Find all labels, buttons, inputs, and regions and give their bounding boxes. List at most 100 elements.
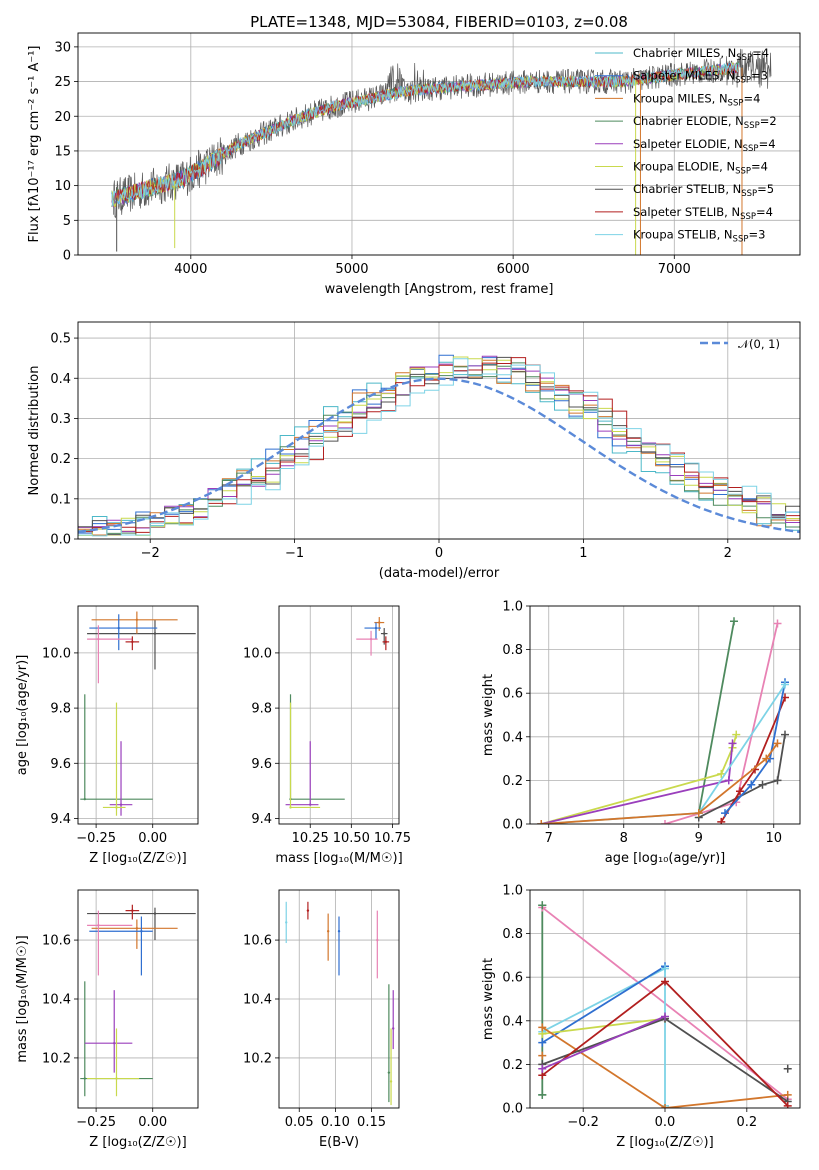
x-axis-label: Z [log₁₀(Z/Z☉)] bbox=[89, 1135, 186, 1150]
y-tick-label: 9.6 bbox=[251, 757, 272, 772]
y-tick-label: 0.2 bbox=[502, 1058, 523, 1073]
weight-series-5 bbox=[541, 1026, 788, 1108]
legend-entry-name: Salpeter ELODIE, N bbox=[633, 137, 743, 151]
legend-entry-value: =3 bbox=[751, 69, 768, 83]
legend-entry-subscript: SSP bbox=[728, 98, 744, 108]
plot-frame bbox=[77, 32, 801, 256]
plus-marker bbox=[783, 1101, 792, 1108]
data-point bbox=[135, 618, 139, 621]
y-tick-label: 10.6 bbox=[243, 934, 272, 949]
data-point bbox=[285, 921, 288, 924]
weight-series-4 bbox=[698, 734, 786, 819]
legend-entry: Salpeter ELODIE, NSSP=4 bbox=[633, 137, 776, 154]
chart-title: PLATE=1348, MJD=53084, FIBERID=0103, z=0… bbox=[250, 13, 628, 31]
y-tick-label: 10.0 bbox=[243, 646, 272, 661]
data-point bbox=[131, 909, 134, 912]
weight-series-8 bbox=[541, 1015, 666, 1070]
y-tick-label: 5 bbox=[63, 214, 71, 229]
y-tick-label: 0.1 bbox=[50, 492, 71, 507]
y-tick-label: 20 bbox=[54, 110, 71, 125]
y-tick-label: 9.4 bbox=[251, 812, 272, 827]
y-tick-label: 9.6 bbox=[50, 757, 71, 772]
data-point bbox=[387, 1071, 391, 1074]
legend-entry-name: Kroupa STELIB, N bbox=[633, 228, 733, 242]
y-tick-label: 10.2 bbox=[243, 1051, 272, 1066]
legend-entry-value: =4 bbox=[751, 160, 768, 174]
y-tick-label: 25 bbox=[54, 75, 71, 90]
legend-entry: Salpeter MILES, NSSP=3 bbox=[633, 69, 768, 86]
plus-marker bbox=[783, 1064, 792, 1073]
data-point bbox=[376, 938, 379, 942]
y-tick-label: 9.4 bbox=[50, 812, 71, 827]
data-point bbox=[383, 632, 386, 635]
plus-marker bbox=[736, 787, 744, 796]
x-axis-label: Z [log₁₀(Z/Z☉)] bbox=[89, 851, 186, 866]
data-point bbox=[119, 803, 123, 806]
data-point bbox=[135, 927, 139, 930]
x-tick-label: 0.2 bbox=[736, 1115, 757, 1130]
plus-marker bbox=[661, 964, 669, 973]
x-tick-label: 9 bbox=[695, 831, 703, 846]
weight-series-6 bbox=[724, 682, 786, 814]
legend-entry: Kroupa MILES, NSSP=4 bbox=[633, 91, 760, 108]
x-tick-label: 6000 bbox=[497, 262, 530, 277]
x-axis-label: wavelength [Angstrom, rest frame] bbox=[325, 282, 554, 297]
normal-reference-curve bbox=[78, 377, 800, 534]
legend-entry-name: Salpeter MILES, N bbox=[633, 69, 735, 83]
data-point bbox=[369, 637, 373, 641]
legend-entry-value: =3 bbox=[748, 228, 765, 242]
y-tick-label: 10.4 bbox=[42, 993, 71, 1008]
y-tick-label: 30 bbox=[54, 40, 71, 55]
weight-series-8 bbox=[541, 742, 779, 824]
data-point bbox=[153, 912, 157, 915]
x-tick-label: 1 bbox=[579, 546, 587, 561]
x-tick-label: 10 bbox=[765, 831, 782, 846]
x-axis-label: (data-model)/error bbox=[379, 566, 500, 581]
data-point bbox=[389, 1080, 393, 1083]
legend-entry-subscript: SSP bbox=[744, 121, 760, 131]
y-tick-label: 10.4 bbox=[243, 993, 272, 1008]
plus-marker bbox=[717, 817, 726, 824]
legend-entry-value: =4 bbox=[759, 137, 776, 151]
x-tick-label: 7 bbox=[545, 831, 553, 846]
legend-entry: Chabrier ELODIE, NSSP=2 bbox=[633, 114, 777, 131]
y-tick-label: 1.0 bbox=[502, 600, 523, 615]
x-tick-label: 0.00 bbox=[138, 1115, 167, 1130]
plus-marker bbox=[762, 754, 771, 763]
legend-entry-subscript: SSP bbox=[733, 235, 749, 245]
data-point bbox=[113, 1041, 116, 1045]
legend-entry-value: =4 bbox=[743, 91, 760, 105]
y-axis-label: Normed distribution bbox=[27, 366, 42, 496]
plus-marker bbox=[730, 617, 738, 626]
data-point bbox=[309, 803, 312, 806]
plot-frame bbox=[529, 605, 801, 825]
y-tick-label: 15 bbox=[54, 144, 71, 159]
legend-entry-subscript: SSP bbox=[735, 167, 751, 177]
x-tick-label: 10.50 bbox=[333, 831, 370, 846]
plot-frame bbox=[77, 321, 801, 540]
legend-entry-value: =5 bbox=[757, 182, 774, 196]
legend-entry-subscript: SSP bbox=[736, 53, 752, 63]
plus-marker bbox=[728, 739, 737, 748]
plus-marker bbox=[538, 901, 547, 910]
x-tick-label: 0 bbox=[435, 546, 443, 561]
legend-entry-name: Kroupa ELODIE, N bbox=[633, 160, 735, 174]
legend-entry: Salpeter STELIB, NSSP=4 bbox=[633, 205, 773, 222]
plot-frame bbox=[529, 889, 801, 1109]
x-axis-label: Z [log₁₀(Z/Z☉)] bbox=[616, 1135, 713, 1150]
legend-entry-name: Salpeter STELIB, N bbox=[633, 205, 740, 219]
y-tick-label: 0.0 bbox=[502, 818, 523, 833]
y-tick-label: 0.5 bbox=[50, 332, 71, 347]
plot-frame bbox=[278, 605, 400, 825]
legend-entry-subscript: SSP bbox=[735, 76, 751, 86]
y-tick-label: 1.0 bbox=[502, 884, 523, 899]
weight-series-0 bbox=[697, 621, 735, 814]
y-tick-label: 0.8 bbox=[502, 927, 523, 942]
y-tick-label: 0.4 bbox=[502, 730, 523, 745]
data-point bbox=[140, 930, 143, 933]
y-tick-label: 0.0 bbox=[502, 1102, 523, 1117]
plus-marker bbox=[537, 820, 546, 824]
data-point bbox=[97, 637, 100, 641]
y-axis-label: Flux [fλ10⁻¹⁷ erg cm⁻² s⁻¹ A⁻¹] bbox=[27, 46, 42, 243]
y-tick-label: 0 bbox=[63, 249, 71, 264]
